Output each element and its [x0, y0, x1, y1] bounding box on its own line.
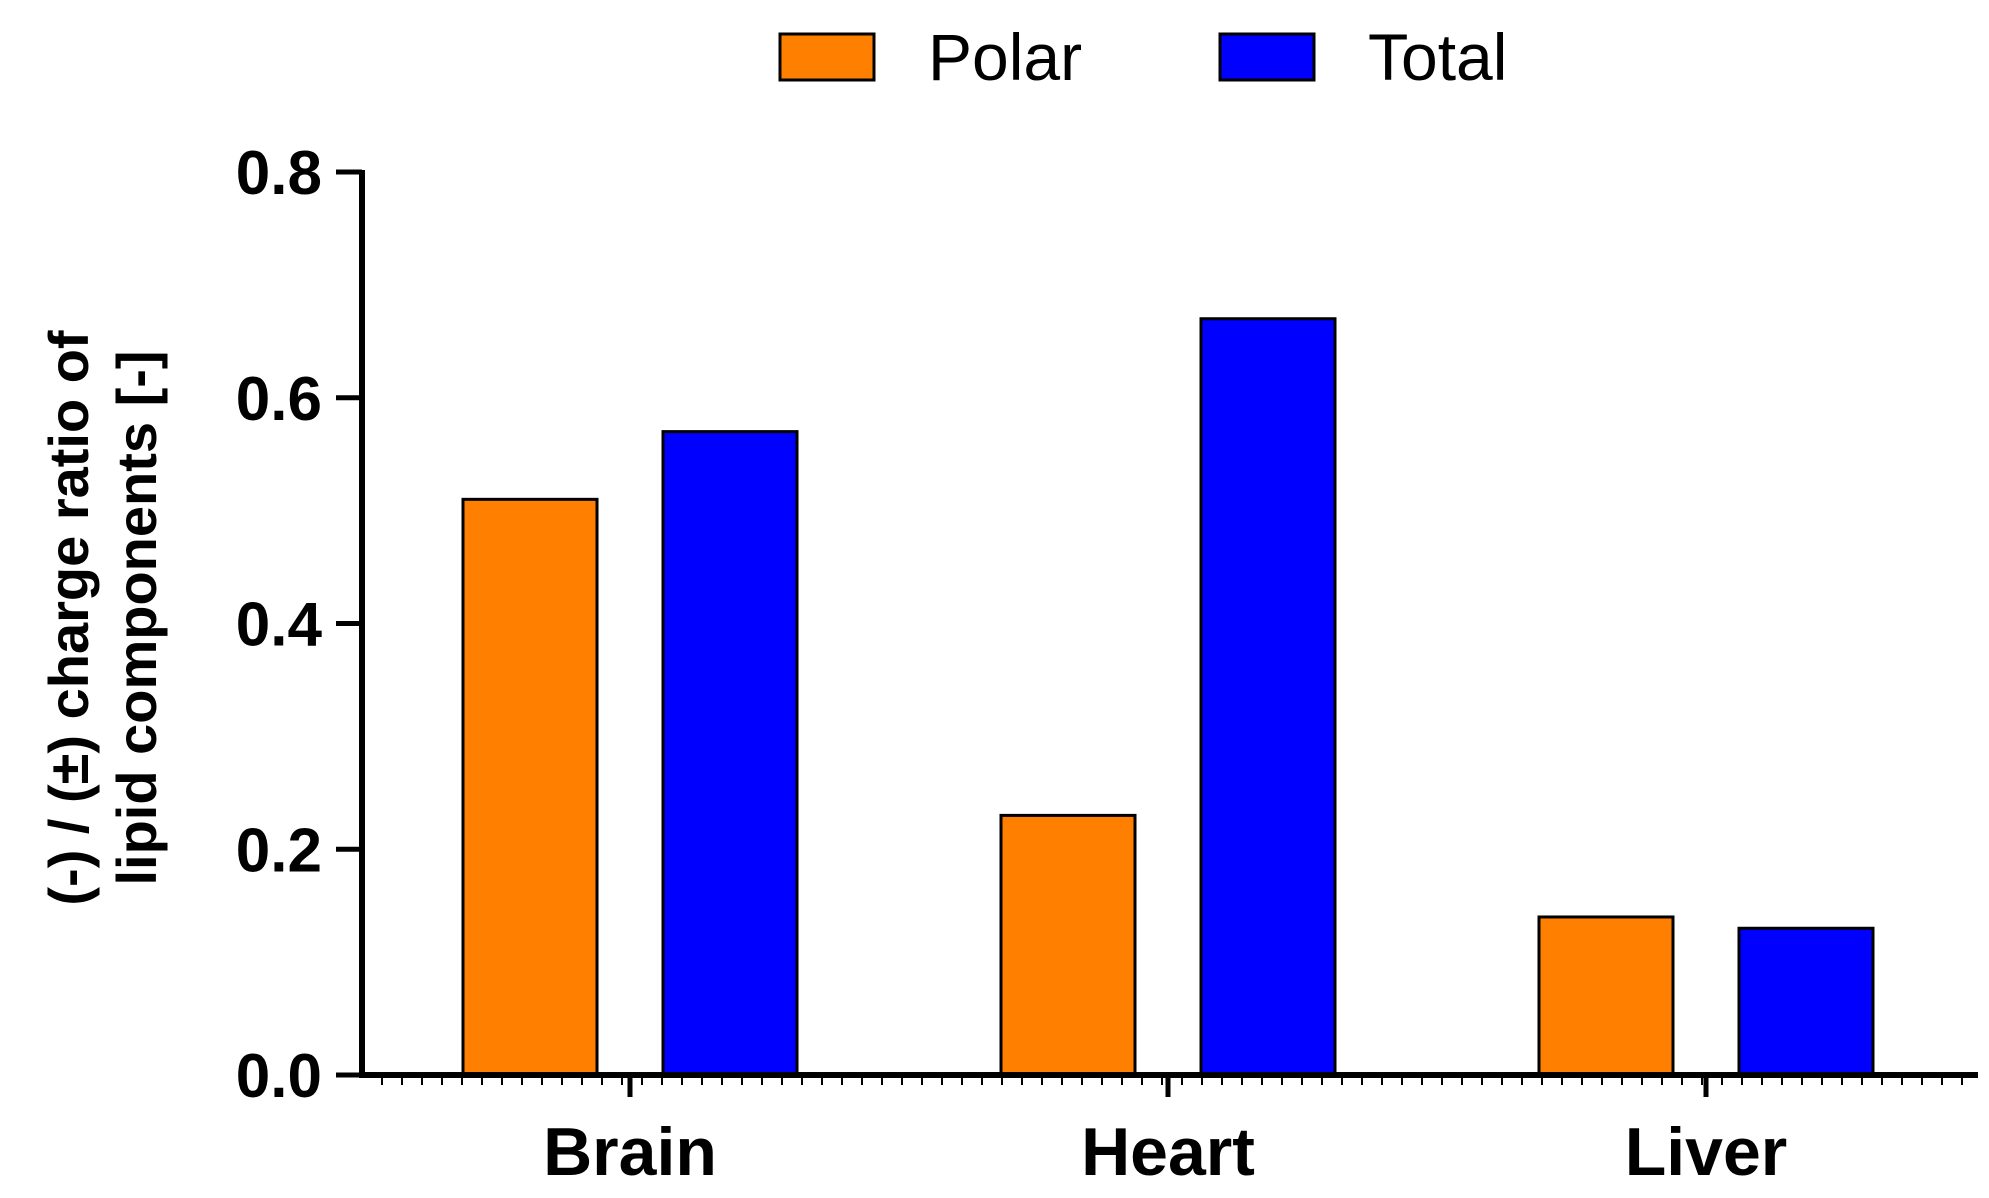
y-axis-title-line-2: lipid components [-]: [105, 350, 168, 885]
legend-swatch-total: [1218, 32, 1316, 82]
bar-total-liver: [1737, 926, 1875, 1077]
x-tick-label-liver: Liver: [1625, 1114, 1788, 1190]
x-tick-label-brain: Brain: [543, 1114, 717, 1190]
y-tick-label: 0.0: [236, 1042, 322, 1111]
legend-label-total: Total: [1368, 20, 1507, 94]
y-axis-title-line-1: (-) / (±) charge ratio of: [37, 330, 100, 906]
bar-total-brain: [661, 430, 799, 1077]
bar-polar-brain: [461, 497, 599, 1077]
bar-polar-heart: [999, 813, 1137, 1077]
x-tick-label-heart: Heart: [1081, 1114, 1255, 1190]
y-tick-label: 0.8: [236, 139, 322, 208]
bars: [461, 317, 1875, 1077]
y-tick-label: 0.6: [236, 365, 322, 434]
legend-label-polar: Polar: [928, 20, 1082, 94]
y-tick-label: 0.4: [236, 591, 323, 660]
y-tick-label: 0.2: [236, 816, 322, 885]
legend: Polar Total: [778, 20, 1507, 94]
y-axis: 0.0 0.2 0.4 0.6 0.8: [236, 139, 365, 1111]
bar-total-heart: [1199, 317, 1337, 1077]
x-axis: Brain Heart Liver: [359, 1072, 1978, 1190]
bar-polar-liver: [1537, 915, 1675, 1077]
legend-swatch-polar: [778, 32, 876, 82]
y-axis-title: (-) / (±) charge ratio of lipid componen…: [37, 330, 168, 906]
